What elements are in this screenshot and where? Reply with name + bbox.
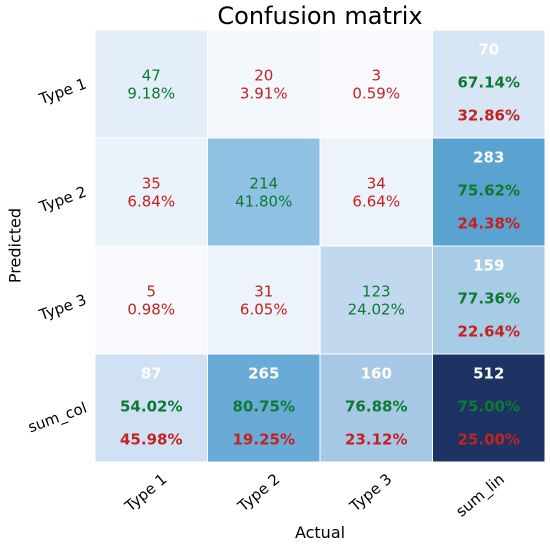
summary-correct-label: 54.02%: [120, 398, 182, 416]
summary-correct-label: 76.88%: [345, 398, 407, 416]
cell-percent-label: 6.84%: [127, 193, 175, 211]
cell-percent-label: 24.02%: [348, 301, 405, 319]
cell-count-label: 20: [254, 67, 273, 85]
cell-count-label: 3: [371, 67, 381, 85]
summary-error-label: 45.98%: [120, 431, 182, 449]
cell-percent-label: 6.64%: [352, 193, 400, 211]
summary-count-label: 265: [248, 365, 279, 383]
heatmap-cell-r1-c1: [94, 29, 208, 139]
summary-count-label: 160: [361, 365, 392, 383]
summary-correct-label: 75.62%: [458, 182, 520, 200]
heatmap-cell-r3-c3: [319, 245, 433, 355]
y-axis-label: Predicted: [5, 207, 25, 284]
summary-error-label: 22.64%: [458, 323, 520, 341]
cell-percent-label: 0.59%: [352, 85, 400, 103]
cell-percent-label: 9.18%: [127, 85, 175, 103]
summary-error-label: 19.25%: [233, 431, 295, 449]
chart-title: Confusion matrix: [217, 2, 423, 30]
heatmap-cell-r2-c4: [432, 137, 546, 247]
cell-percent-label: 3.91%: [240, 85, 288, 103]
summary-error-label: 32.86%: [458, 107, 520, 125]
heatmap-cell-r3-c1: [94, 245, 208, 355]
summary-error-label: 25.00%: [458, 431, 520, 449]
heatmap-cell-r2-c1: [94, 137, 208, 247]
cell-count-label: 34: [367, 175, 386, 193]
heatmap-cell-r2-c3: [319, 137, 433, 247]
heatmap-cell-r4-c1: [94, 353, 208, 463]
heatmap-cell-r4-c4: [432, 353, 546, 463]
heatmap-cell-r3-c4: [432, 245, 546, 355]
summary-count-label: 159: [473, 257, 504, 275]
heatmap-cell-r2-c2: [207, 137, 321, 247]
cell-count-label: 35: [142, 175, 161, 193]
summary-correct-label: 67.14%: [458, 74, 520, 92]
heatmap-cell-r4-c2: [207, 353, 321, 463]
summary-count-label: 512: [473, 365, 504, 383]
summary-count-label: 87: [141, 365, 162, 383]
cell-percent-label: 41.80%: [235, 193, 292, 211]
x-axis-label: Actual: [294, 523, 346, 542]
cell-count-label: 31: [254, 283, 273, 301]
summary-count-label: 283: [473, 149, 504, 167]
cell-count-label: 47: [142, 67, 161, 85]
cell-count-label: 214: [249, 175, 278, 193]
summary-correct-label: 77.36%: [458, 290, 520, 308]
heatmap-cell-r1-c2: [207, 29, 321, 139]
summary-correct-label: 75.00%: [458, 398, 520, 416]
cell-percent-label: 0.98%: [127, 301, 175, 319]
cell-count-label: 123: [362, 283, 391, 301]
summary-correct-label: 80.75%: [233, 398, 295, 416]
summary-count-label: 70: [478, 41, 499, 59]
summary-error-label: 24.38%: [458, 215, 520, 233]
cell-count-label: 5: [146, 283, 156, 301]
cell-percent-label: 6.05%: [240, 301, 288, 319]
summary-error-label: 23.12%: [345, 431, 407, 449]
